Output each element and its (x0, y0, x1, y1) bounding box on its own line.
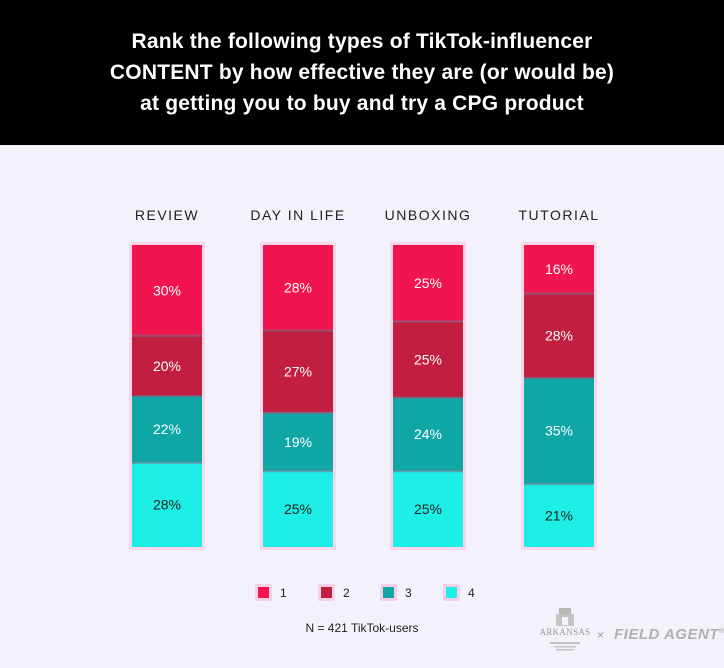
registered-mark: ® (719, 628, 724, 635)
segment-divider (263, 329, 333, 332)
segment-divider (524, 292, 594, 295)
bar-segment (263, 470, 333, 547)
data-label: 28% (153, 497, 181, 513)
data-label: 25% (414, 275, 442, 291)
university-logo-text: ARKANSAS (539, 627, 591, 637)
data-label: 22% (153, 421, 181, 437)
legend-label-1: 1 (280, 585, 287, 600)
legend-item-2: 2 (318, 584, 350, 601)
stacked-bar-chart: REVIEW 30% 20% 22% 28% DAY IN LIFE 28% 27% 19% 25… (129, 207, 600, 550)
data-label: 24% (414, 426, 442, 442)
segment-divider (393, 320, 463, 323)
old-main-icon (550, 608, 580, 651)
title-line-1: Rank the following types of TikTok-influ… (131, 30, 593, 53)
legend-swatch-3 (380, 584, 397, 601)
data-label: 19% (284, 434, 312, 450)
sample-size-note: N = 421 TikTok-users (305, 621, 419, 635)
data-label: 16% (545, 261, 573, 277)
bar-segment (393, 397, 463, 471)
legend: 1 2 3 4 (0, 584, 724, 604)
legend-item-1: 1 (255, 584, 287, 601)
segment-divider (132, 395, 202, 398)
legend-item-4: 4 (443, 584, 475, 601)
segment-divider (524, 482, 594, 486)
legend-item-3: 3 (380, 584, 412, 601)
data-label: 27% (284, 364, 312, 380)
legend-label-2: 2 (343, 585, 350, 600)
bar-segment (132, 462, 202, 547)
category-label: UNBOXING (385, 207, 472, 223)
bar-segment (263, 412, 333, 471)
bar-segment (263, 330, 333, 413)
category-label: TUTORIAL (519, 207, 600, 223)
bar-segment (524, 245, 594, 294)
data-label: 35% (545, 423, 573, 439)
bar-segment (263, 245, 333, 331)
data-label: 25% (414, 351, 442, 367)
chart-title: Rank the following types of TikTok-influ… (80, 26, 644, 119)
data-label: 25% (414, 501, 442, 517)
legend-swatch-1 (255, 584, 272, 601)
title-line-2: CONTENT by how effective they are (or wo… (109, 61, 615, 84)
data-label: 28% (545, 328, 573, 344)
title-banner: Rank the following types of TikTok-influ… (0, 0, 724, 145)
segment-divider (263, 411, 333, 415)
data-label: 28% (284, 280, 312, 296)
field-agent-logo: FIELD AGENT® (614, 626, 724, 643)
data-label: 25% (284, 501, 312, 517)
bar-segment (393, 321, 463, 398)
segment-divider (393, 469, 463, 473)
data-label: 30% (153, 282, 181, 298)
segment-divider (524, 376, 594, 380)
data-label: 20% (153, 358, 181, 374)
university-logo: ARKANSAS (540, 606, 590, 656)
category-label: DAY IN LIFE (250, 207, 345, 223)
segment-divider (132, 461, 202, 464)
logo-separator: × (597, 628, 605, 642)
bar-segment (524, 293, 594, 378)
title-line-3: at getting you to buy and try a CPG prod… (140, 92, 584, 115)
bar-segment (524, 377, 594, 484)
field-agent-logo-text: FIELD AGENT (614, 626, 719, 643)
legend-swatch-2 (318, 584, 335, 601)
segment-divider (132, 334, 202, 338)
segment-divider (393, 396, 463, 400)
data-label: 21% (545, 507, 573, 523)
legend-label-4: 4 (468, 585, 475, 600)
bar-segment (393, 245, 463, 322)
legend-swatch-4 (443, 584, 460, 601)
category-label: REVIEW (135, 207, 199, 223)
bar-segment (393, 470, 463, 547)
bar-segment (132, 396, 202, 463)
bar-segment (132, 245, 202, 336)
segment-divider (263, 469, 333, 473)
legend-label-3: 3 (405, 585, 412, 600)
bar-segment (132, 335, 202, 396)
bar-segment (524, 483, 594, 547)
